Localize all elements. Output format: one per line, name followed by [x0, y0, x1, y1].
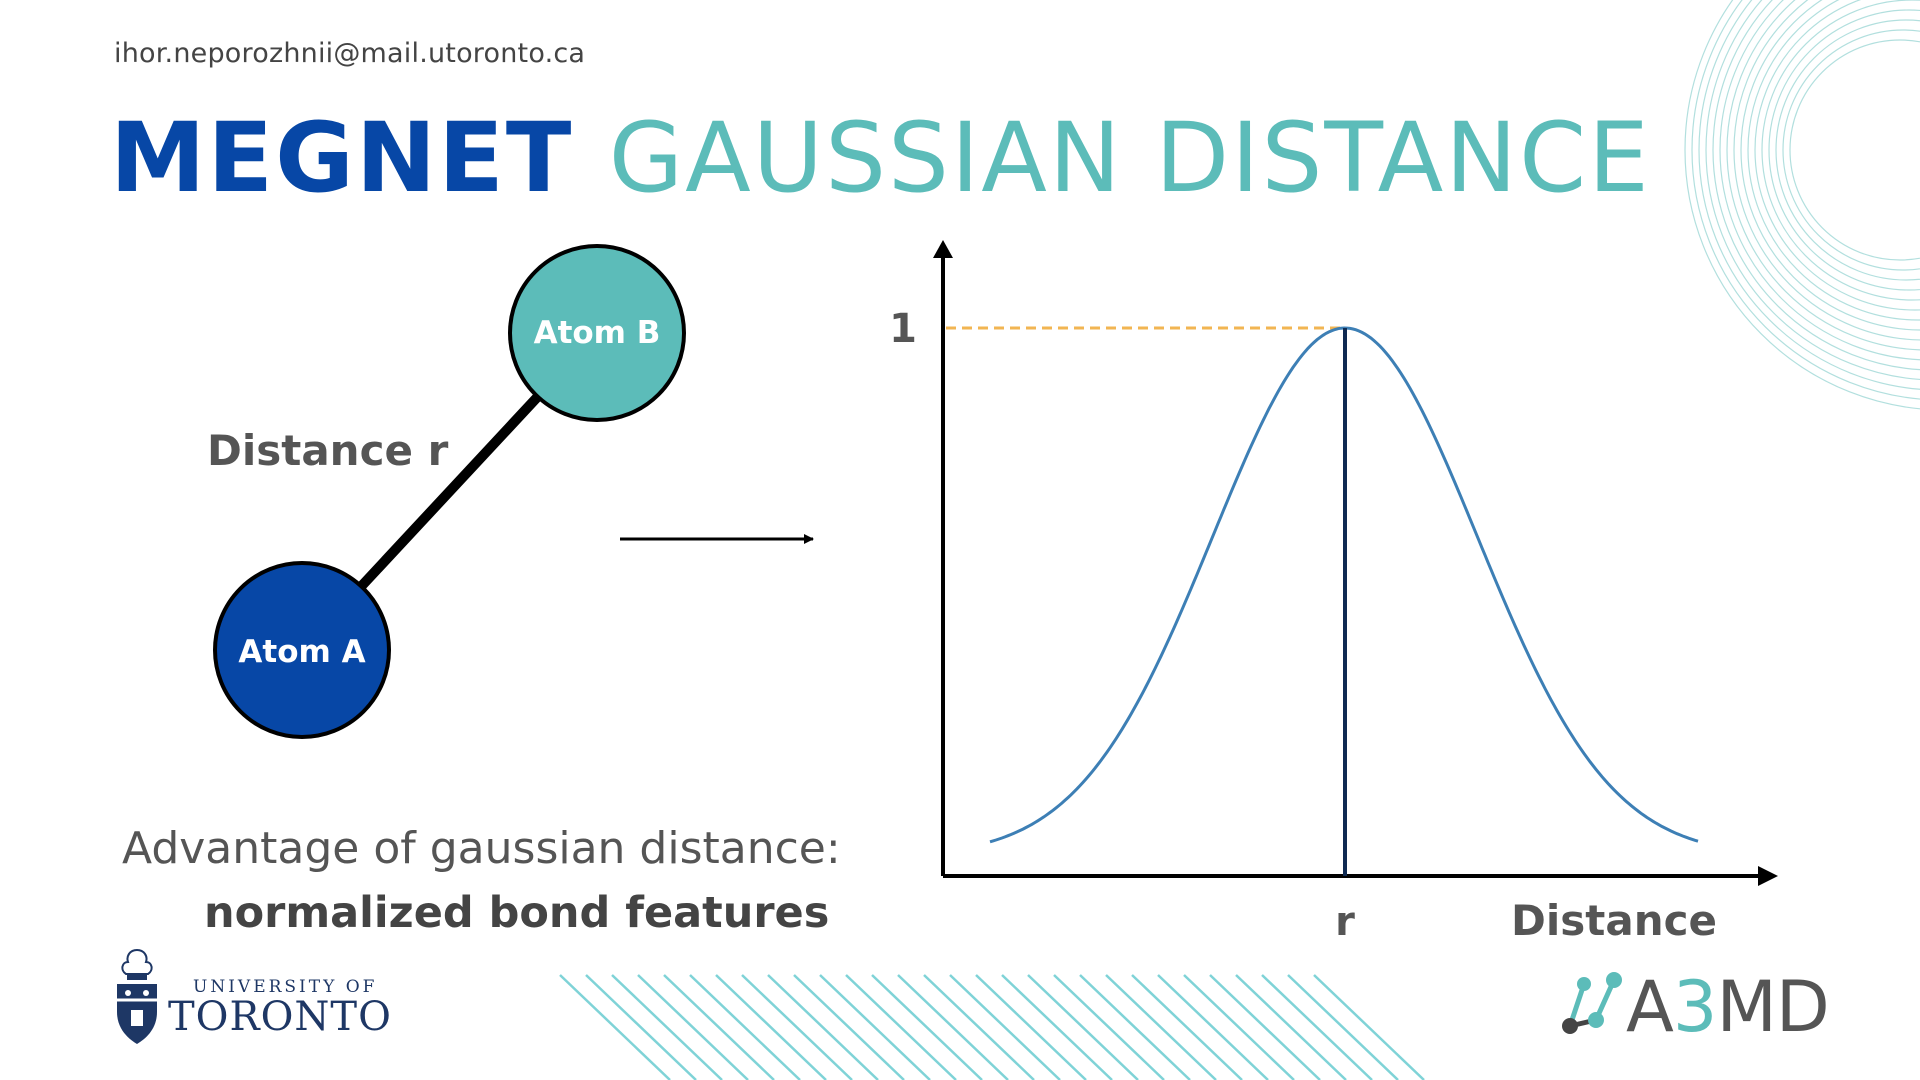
decorative-stripe — [1235, 974, 1347, 1080]
x-axis-arrowhead — [1758, 866, 1778, 886]
title-gaussian-distance: GAUSSIAN DISTANCE — [608, 102, 1651, 214]
decorative-stripe — [1027, 974, 1139, 1080]
decorative-arc — [1789, 39, 1920, 261]
uoft-crest-icon — [117, 948, 157, 1044]
x-axis-label: Distance — [1511, 896, 1717, 945]
decorative-stripe — [637, 974, 749, 1080]
decorative-stripe — [611, 974, 723, 1080]
decorative-arc — [1768, 9, 1920, 291]
decorative-arc — [1698, 0, 1920, 390]
title-megnet: MEGNET — [110, 102, 574, 214]
decorative-stripe — [767, 974, 879, 1080]
decorative-stripe — [871, 974, 983, 1080]
decorative-stripe — [559, 974, 671, 1080]
page-title: MEGNET GAUSSIAN DISTANCE — [110, 110, 1651, 206]
decorative-stripe — [715, 974, 827, 1080]
decorative-stripe — [1157, 974, 1269, 1080]
decorative-stripe — [1053, 974, 1165, 1080]
decorative-stripe — [1313, 974, 1425, 1080]
atom-a-node: Atom A — [213, 561, 391, 739]
decorative-stripe — [793, 974, 905, 1080]
atom-a-label: Atom A — [238, 634, 365, 670]
uoft-toronto: TORONTO — [168, 994, 392, 1040]
a3md-a: A — [1626, 966, 1674, 1048]
decorative-stripe — [845, 974, 957, 1080]
a3md-wordmark: A3MD — [1626, 966, 1830, 1048]
decorative-arc — [1691, 0, 1920, 400]
decorative-stripe — [819, 974, 931, 1080]
decorative-arc — [1740, 0, 1920, 331]
x-tick-label-r: r — [1335, 899, 1355, 945]
decorative-stripe — [1183, 974, 1295, 1080]
a3md-md: MD — [1716, 966, 1829, 1048]
decorative-stripe — [663, 974, 775, 1080]
decorative-stripe — [1105, 974, 1217, 1080]
decorative-stripe — [1001, 974, 1113, 1080]
y-axis-arrowhead — [933, 240, 953, 258]
decorative-arc — [1775, 19, 1920, 281]
decorative-arc — [1761, 0, 1920, 301]
decorative-stripe — [689, 974, 801, 1080]
gaussian-chart: 1 r Distance — [889, 240, 1778, 945]
decorative-stripe — [897, 974, 1009, 1080]
a3md-3: 3 — [1672, 966, 1718, 1048]
decorative-stripe — [741, 974, 853, 1080]
decorative-arc — [1712, 0, 1920, 371]
decorative-stripe — [1131, 974, 1243, 1080]
decorative-stripe — [923, 974, 1035, 1080]
decorative-arc — [1684, 0, 1920, 410]
a3md-molecule-icon — [1562, 972, 1622, 1034]
advantage-detail: normalized bond features — [204, 888, 830, 938]
decorative-stripe — [1261, 974, 1373, 1080]
decorative-arc — [1782, 29, 1920, 271]
decorative-stripe — [975, 974, 1087, 1080]
decorative-arc — [1733, 0, 1920, 341]
decorative-stripes — [559, 974, 1425, 1080]
atom-b-label: Atom B — [534, 315, 661, 351]
atom-b-node: Atom B — [508, 244, 686, 422]
decorative-arc — [1719, 0, 1920, 361]
y-tick-label-1: 1 — [889, 306, 917, 352]
decorative-arc — [1705, 0, 1920, 381]
decorative-stripe — [1209, 974, 1321, 1080]
decorative-arc — [1726, 0, 1920, 351]
author-email: ihor.neporozhnii@mail.utoronto.ca — [114, 38, 586, 69]
decorative-arc — [1747, 0, 1920, 321]
decorative-stripe — [585, 974, 697, 1080]
bond-distance-label: Distance r — [207, 426, 449, 475]
decorative-arcs — [1684, 0, 1920, 410]
decorative-arc — [1754, 0, 1920, 311]
decorative-stripe — [1287, 974, 1399, 1080]
advantage-heading: Advantage of gaussian distance: — [122, 823, 841, 874]
uoft-university-of: UNIVERSITY OF — [193, 977, 378, 997]
decorative-stripe — [1079, 974, 1191, 1080]
decorative-stripe — [949, 974, 1061, 1080]
